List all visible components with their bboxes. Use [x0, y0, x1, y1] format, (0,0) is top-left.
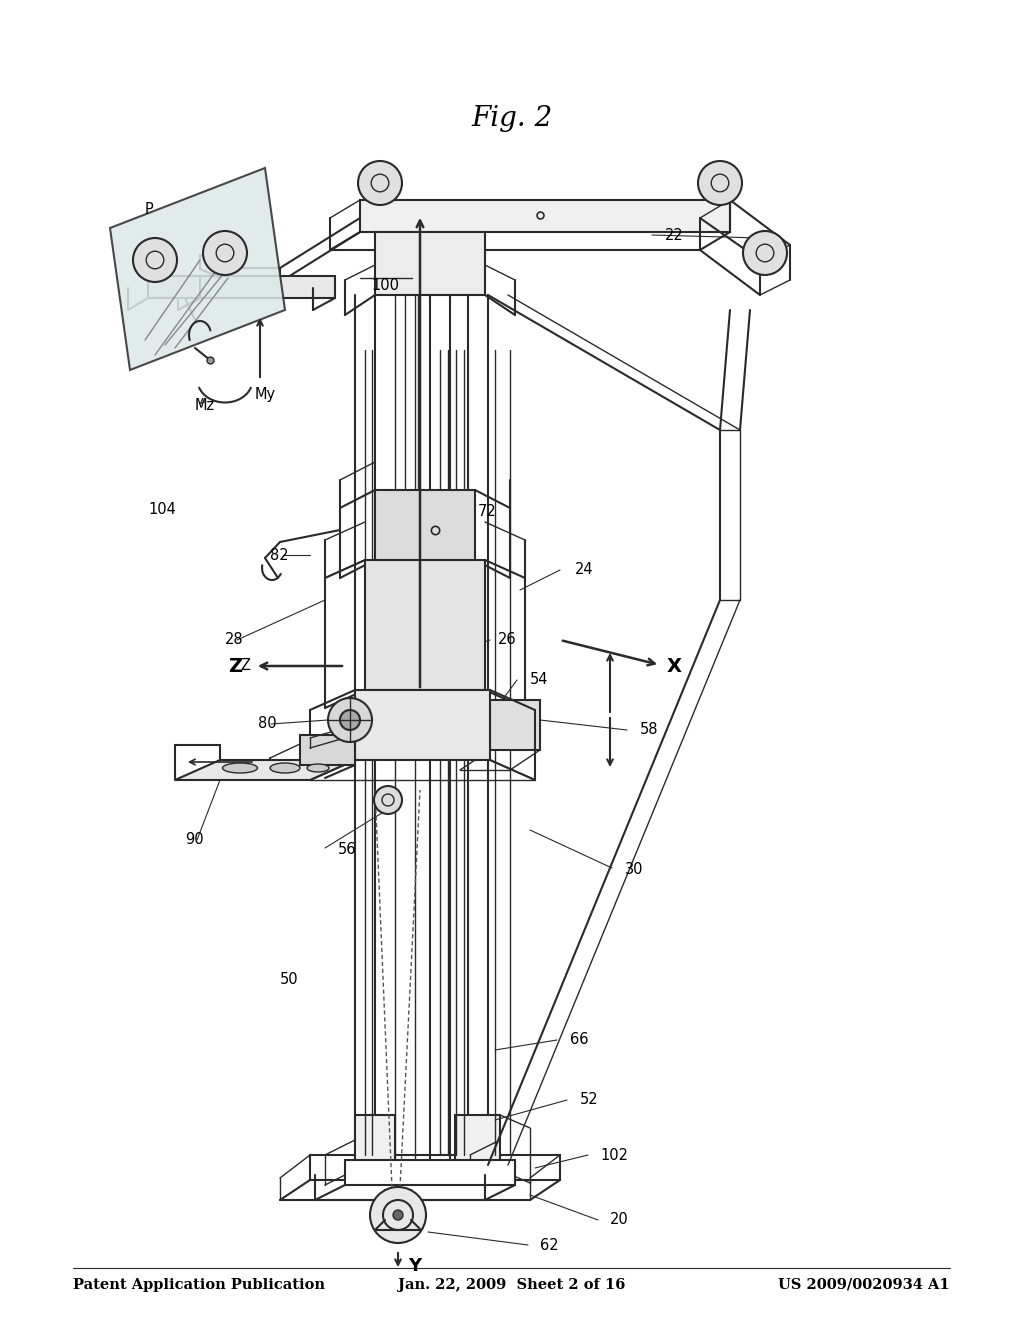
Bar	[365, 560, 485, 690]
Text: Jan. 22, 2009  Sheet 2 of 16: Jan. 22, 2009 Sheet 2 of 16	[398, 1278, 626, 1292]
Bar	[300, 735, 355, 766]
Text: X: X	[667, 657, 682, 676]
Circle shape	[358, 161, 402, 205]
Text: 52: 52	[580, 1093, 599, 1107]
Circle shape	[698, 161, 742, 205]
Text: 24: 24	[575, 562, 594, 578]
Text: P: P	[145, 202, 154, 218]
Text: Z: Z	[228, 656, 242, 676]
Text: 104: 104	[148, 503, 176, 517]
Text: 66: 66	[570, 1032, 589, 1048]
Text: Z: Z	[240, 659, 250, 673]
Text: 54: 54	[530, 672, 549, 688]
Bar	[148, 276, 200, 298]
Bar	[385, 1191, 411, 1220]
Text: 80: 80	[258, 717, 276, 731]
Text: 50: 50	[280, 973, 299, 987]
Circle shape	[203, 231, 247, 275]
Text: US 2009/0020934 A1: US 2009/0020934 A1	[778, 1278, 950, 1292]
Circle shape	[133, 238, 177, 282]
Bar	[200, 276, 335, 298]
Text: My: My	[255, 388, 276, 403]
Ellipse shape	[270, 763, 300, 774]
Text: Y: Y	[408, 1257, 421, 1275]
Text: 72: 72	[478, 504, 497, 520]
Text: 90: 90	[185, 833, 204, 847]
Bar	[455, 1115, 500, 1170]
Bar	[345, 1160, 515, 1185]
Text: 30: 30	[625, 862, 643, 878]
Circle shape	[374, 785, 402, 814]
Circle shape	[370, 1187, 426, 1243]
Text: 28: 28	[225, 632, 244, 648]
Circle shape	[393, 1210, 403, 1220]
Circle shape	[340, 710, 360, 730]
Bar	[355, 690, 490, 760]
Ellipse shape	[307, 764, 329, 772]
Bar	[490, 700, 540, 750]
Circle shape	[328, 698, 372, 742]
Text: 26: 26	[498, 632, 517, 648]
Text: 56: 56	[338, 842, 356, 858]
Text: Mz: Mz	[195, 397, 215, 412]
Text: 58: 58	[640, 722, 658, 738]
Text: 62: 62	[540, 1238, 559, 1253]
Polygon shape	[175, 760, 355, 780]
Text: 102: 102	[600, 1147, 628, 1163]
Polygon shape	[110, 168, 285, 370]
Text: Patent Application Publication: Patent Application Publication	[73, 1278, 325, 1292]
Text: Fig. 2: Fig. 2	[471, 104, 553, 132]
Text: 82: 82	[270, 548, 289, 562]
Text: 100: 100	[371, 277, 399, 293]
Text: 20: 20	[610, 1213, 629, 1228]
Bar	[375, 232, 485, 294]
Circle shape	[743, 231, 787, 275]
Text: 22: 22	[665, 227, 684, 243]
Bar	[355, 1115, 395, 1170]
Ellipse shape	[222, 763, 257, 774]
Bar	[360, 201, 730, 232]
Bar	[375, 490, 475, 560]
